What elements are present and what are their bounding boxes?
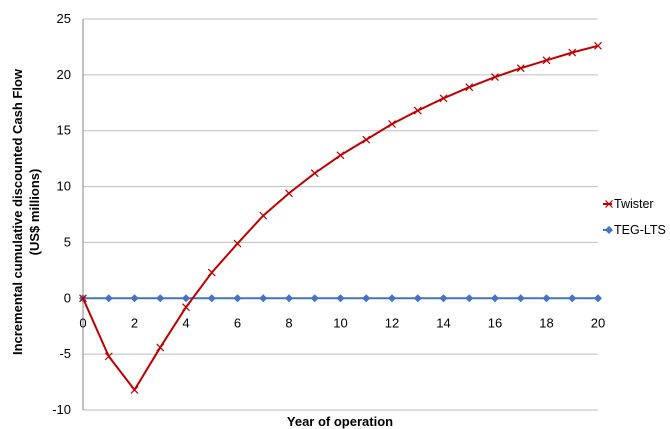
gridlines [83,18,598,411]
legend-marker-shape [605,200,613,208]
x-tick-label: 4 [182,315,189,330]
series-teg-lts [79,294,602,303]
data-point-twister [388,120,396,128]
y-tick-label: 0 [64,290,71,305]
data-point-teg-lts [516,294,525,303]
y-tick-label: 10 [57,179,71,194]
y-axis-title: Incremental cumulative discounted Cash F… [10,68,42,355]
data-point-twister [413,106,422,115]
data-point-twister [207,268,216,277]
legend: Twister TEG-LTS [603,197,666,237]
x-tick-label: 14 [436,315,450,330]
x-tick-label: 2 [131,315,138,330]
x-tick-label: 8 [285,315,292,330]
data-point-teg-lts [156,294,165,303]
data-point-twister [182,303,190,312]
y-tick-label: -10 [52,402,71,417]
data-point-twister [516,64,525,73]
x-tick-label: 10 [333,315,347,330]
legend-marker-shape [605,226,613,234]
data-point-teg-lts [439,294,448,303]
legend-marker-teg-lts [605,226,613,234]
series-twister [79,41,602,394]
data-point-twister [491,73,499,82]
data-point-twister [542,56,551,65]
data-point-twister [233,239,242,248]
y-tick-labels: -10 -5 0 5 10 15 20 25 [52,11,71,417]
y-tick-label: 20 [57,67,71,82]
data-point-twister [156,343,165,352]
x-tick-label: 12 [385,315,399,330]
data-point-teg-lts [413,294,422,303]
legend-item-twister: Twister [603,197,654,211]
series-layer [79,41,602,394]
data-point-teg-lts [336,294,345,303]
data-point-twister [439,94,448,103]
data-point-teg-lts [542,294,551,303]
legend-label-twister: Twister [614,197,654,211]
x-axis-title: Year of operation [287,414,393,429]
x-tick-label: 20 [591,315,605,330]
data-point-teg-lts [491,294,499,303]
data-point-teg-lts [233,294,242,303]
x-tick-label: 16 [488,315,502,330]
data-point-teg-lts [594,294,602,303]
data-point-teg-lts [130,294,139,303]
data-point-teg-lts [182,294,190,303]
data-point-teg-lts [207,294,216,303]
y-axis-title-line-1: Incremental cumulative discounted Cash F… [10,68,25,355]
data-point-twister [362,135,371,144]
legend-marker-twister [605,200,613,208]
x-tick-label: 0 [79,315,86,330]
data-point-teg-lts [568,294,577,303]
y-tick-label: 15 [57,123,71,138]
data-point-teg-lts [259,294,268,303]
x-tick-label: 6 [234,315,241,330]
data-point-teg-lts [285,294,293,303]
data-point-twister [259,211,268,220]
data-point-teg-lts [362,294,371,303]
series-line-twister [82,44,599,391]
data-point-twister [79,294,87,303]
x-tick-label: 18 [539,315,553,330]
data-point-twister [568,48,577,57]
data-point-teg-lts [388,294,396,303]
y-tick-label: -5 [59,346,71,361]
data-point-twister [104,352,113,361]
data-point-teg-lts [104,294,113,303]
data-point-twister [336,151,345,160]
data-point-teg-lts [310,294,319,303]
y-axis-title-line-2: (US$ millions) [27,169,42,256]
data-point-twister [310,169,319,178]
y-tick-label: 25 [57,11,71,26]
y-tick-label: 5 [64,234,71,249]
data-point-twister [465,83,474,92]
data-point-twister [130,385,139,394]
legend-item-teg-lts: TEG-LTS [603,223,666,237]
legend-label-teg-lts: TEG-LTS [614,223,666,237]
x-tick-labels: 0 2 4 6 8 10 12 14 16 18 20 [79,315,605,330]
data-point-twister [594,41,602,50]
data-point-twister [285,189,293,198]
data-point-teg-lts [465,294,474,303]
